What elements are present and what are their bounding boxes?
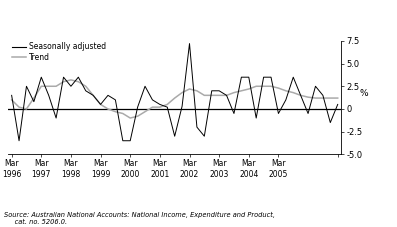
Y-axis label: %: % — [359, 89, 368, 98]
Legend: Seasonally adjusted, Trend: Seasonally adjusted, Trend — [12, 42, 106, 62]
Text: Source: Australian National Accounts: National Income, Expenditure and Product,
: Source: Australian National Accounts: Na… — [4, 212, 275, 225]
